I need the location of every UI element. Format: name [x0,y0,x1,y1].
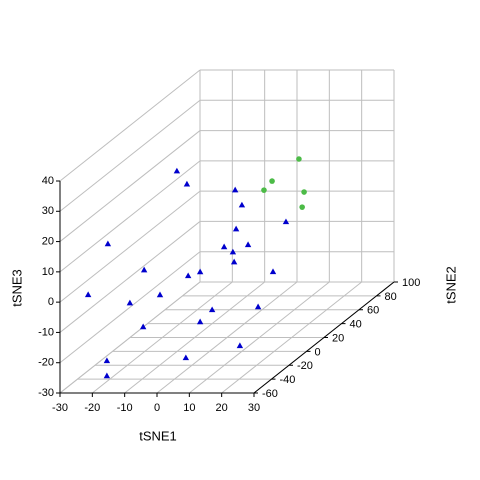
y-tick-label: 100 [402,277,420,289]
z-tick-label: 20 [42,235,54,247]
data-point [301,189,307,195]
grid-line [59,221,201,333]
data-point [103,372,111,379]
z-tick-label: 40 [42,175,54,187]
x-tick-label: 0 [154,402,160,414]
z-tick-label: -30 [38,387,54,399]
y-tick-label: 20 [332,332,344,344]
data-point [104,240,112,247]
data-point [230,258,238,265]
data-point [244,241,252,248]
z-tick-label: -10 [38,326,54,338]
data-point [282,218,290,225]
grid-line [59,130,201,242]
data-point [220,243,228,250]
x-axis-title: tSNE1 [139,428,177,443]
data-point [231,186,239,193]
y-tick-label: 0 [315,346,321,358]
x-tick-label: 10 [183,402,195,414]
data-point [261,187,267,193]
z-axis-title: tSNE3 [9,269,24,307]
data-point [173,167,181,174]
z-tick-label: 0 [48,296,54,308]
data-point [232,225,240,232]
grid-line [59,160,201,273]
data-point [254,303,262,310]
y-tick-label: -40 [280,374,296,386]
data-point [139,323,147,330]
data-point [196,318,204,325]
data-point [208,306,216,313]
x-tick-label: 20 [216,402,228,414]
z-tick-label: 10 [42,266,54,278]
x-tick-label: 30 [248,402,260,414]
data-point [182,354,190,361]
data-point [236,342,244,349]
data-point [229,248,237,255]
data-point [269,268,277,275]
y-tick-label: 60 [367,305,379,317]
y-axis-title: tSNE2 [443,266,458,304]
data-point [103,357,111,364]
grid-line [59,281,201,394]
z-tick-label: 30 [42,205,54,217]
data-point [269,178,275,184]
data-point [299,204,305,210]
x-tick-label: -20 [84,402,100,414]
data-point [238,201,246,208]
x-tick-label: -10 [117,402,133,414]
data-point [140,266,148,273]
data-point [183,180,191,187]
data-point [296,156,302,162]
grid-line [59,69,201,182]
data-point [184,272,192,279]
y-tick-label: -20 [297,360,313,372]
grid-line [59,251,201,364]
data-point [126,299,134,306]
y-tick-label: 40 [350,319,362,331]
x-tick-label: -30 [52,402,68,414]
data-point [196,268,204,275]
grid-line [59,190,201,303]
grid-line [59,99,201,212]
y-tick-label: 80 [385,291,397,303]
y-tick-label: -60 [262,388,278,400]
data-point [84,291,92,298]
z-tick-label: -20 [38,357,54,369]
data-point [156,291,164,298]
